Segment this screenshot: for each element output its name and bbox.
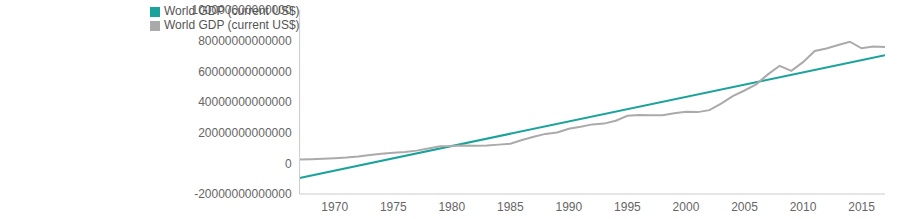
svg-text:40000000000000: 40000000000000 — [198, 95, 292, 109]
svg-text:2015: 2015 — [848, 200, 875, 214]
svg-text:1980: 1980 — [438, 200, 465, 214]
svg-text:1970: 1970 — [321, 200, 348, 214]
svg-text:60000000000000: 60000000000000 — [198, 65, 292, 79]
svg-text:1975: 1975 — [380, 200, 407, 214]
svg-text:2005: 2005 — [731, 200, 758, 214]
svg-text:100000000000000: 100000000000000 — [191, 3, 291, 17]
svg-text:-20000000000000: -20000000000000 — [194, 187, 292, 201]
svg-text:1990: 1990 — [556, 200, 583, 214]
svg-text:2000: 2000 — [673, 200, 700, 214]
svg-text:1985: 1985 — [497, 200, 524, 214]
svg-text:0: 0 — [285, 157, 292, 171]
svg-text:20000000000000: 20000000000000 — [198, 126, 292, 140]
svg-text:2010: 2010 — [790, 200, 817, 214]
svg-text:80000000000000: 80000000000000 — [198, 34, 292, 48]
svg-text:1995: 1995 — [614, 200, 641, 214]
